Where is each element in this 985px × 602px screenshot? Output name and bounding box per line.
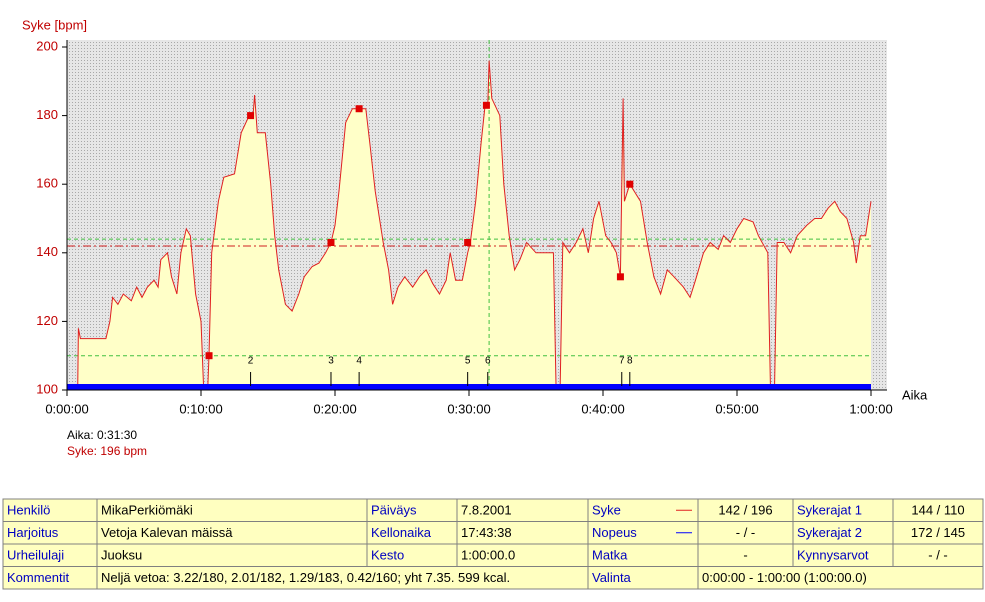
table-label: Päiväys: [371, 503, 417, 518]
x-tick-label: 0:10:00: [179, 401, 222, 416]
lap-label: 7: [619, 356, 625, 367]
table-value: -: [743, 548, 747, 563]
table-label: Kynnysarvot: [797, 548, 869, 563]
table-label: Kesto: [371, 548, 404, 563]
table-value: - / -: [928, 548, 948, 563]
table-label: Harjoitus: [7, 525, 59, 540]
lap-marker: [247, 112, 255, 120]
table-label: Nopeus: [592, 525, 637, 540]
x-tick-label: 0:30:00: [447, 401, 490, 416]
lap-label: 3: [328, 356, 334, 367]
lap-marker: [327, 239, 335, 247]
lap-marker: [464, 239, 472, 247]
y-tick-label: 160: [36, 176, 58, 191]
lap-label: 5: [465, 356, 471, 367]
lap-marker: [616, 273, 624, 281]
table-value: Juoksu: [101, 548, 142, 563]
table-value: 172 / 145: [911, 525, 965, 540]
table-label: Matka: [592, 548, 628, 563]
lap-label: 6: [485, 356, 491, 367]
y-tick-label: 180: [36, 107, 58, 122]
x-tick-label: 0:40:00: [581, 401, 624, 416]
lap-marker: [626, 180, 634, 188]
y-axis-label: Syke [bpm]: [22, 17, 87, 32]
table-label: Sykerajat 2: [797, 525, 862, 540]
x-tick-label: 0:20:00: [313, 401, 356, 416]
lap-marker: [482, 101, 490, 109]
table-label: Urheilulaji: [7, 548, 64, 563]
area-fill: [77, 60, 871, 390]
table-label: Kellonaika: [371, 525, 432, 540]
lap-marker: [205, 352, 213, 360]
table-value: 0:00:00 - 1:00:00 (1:00:00.0): [702, 570, 867, 585]
x-tick-label: 0:00:00: [45, 401, 88, 416]
table-label: Syke: [592, 503, 621, 518]
x-tick-label: 1:00:00: [849, 401, 892, 416]
table-label: Sykerajat 1: [797, 503, 862, 518]
x-tick-label: 0:50:00: [715, 401, 758, 416]
table-value: 7.8.2001: [461, 503, 512, 518]
table-cell: [697, 566, 984, 590]
table-value: 142 / 196: [718, 503, 772, 518]
table-label: Kommentit: [7, 570, 70, 585]
cursor-hr: Syke: 196 bpm: [67, 444, 147, 458]
lap-label: 4: [356, 356, 362, 367]
y-tick-label: 100: [36, 381, 58, 396]
y-tick-label: 120: [36, 313, 58, 328]
speed-bar: [67, 384, 871, 390]
cursor-time: Aika: 0:31:30: [67, 428, 137, 442]
table-value: Neljä vetoa: 3.22/180, 2.01/182, 1.29/18…: [101, 570, 510, 585]
lap-marker: [355, 105, 363, 113]
x-axis-label: Aika: [902, 387, 928, 402]
table-value: 144 / 110: [911, 503, 964, 518]
table-value: 1:00:00.0: [461, 548, 515, 563]
table-label: Henkilö: [7, 503, 50, 518]
table-value: Vetoja Kalevan mäissä: [101, 525, 233, 540]
lap-label: 2: [248, 356, 254, 367]
lap-label: 8: [627, 356, 633, 367]
y-tick-label: 200: [36, 38, 58, 53]
table-label: Valinta: [592, 570, 632, 585]
table-value: 17:43:38: [461, 525, 512, 540]
hr-line: [77, 60, 872, 391]
table-value: MikaPerkiömäki: [101, 503, 193, 518]
table-value: - / -: [736, 525, 756, 540]
y-tick-label: 140: [36, 244, 58, 259]
